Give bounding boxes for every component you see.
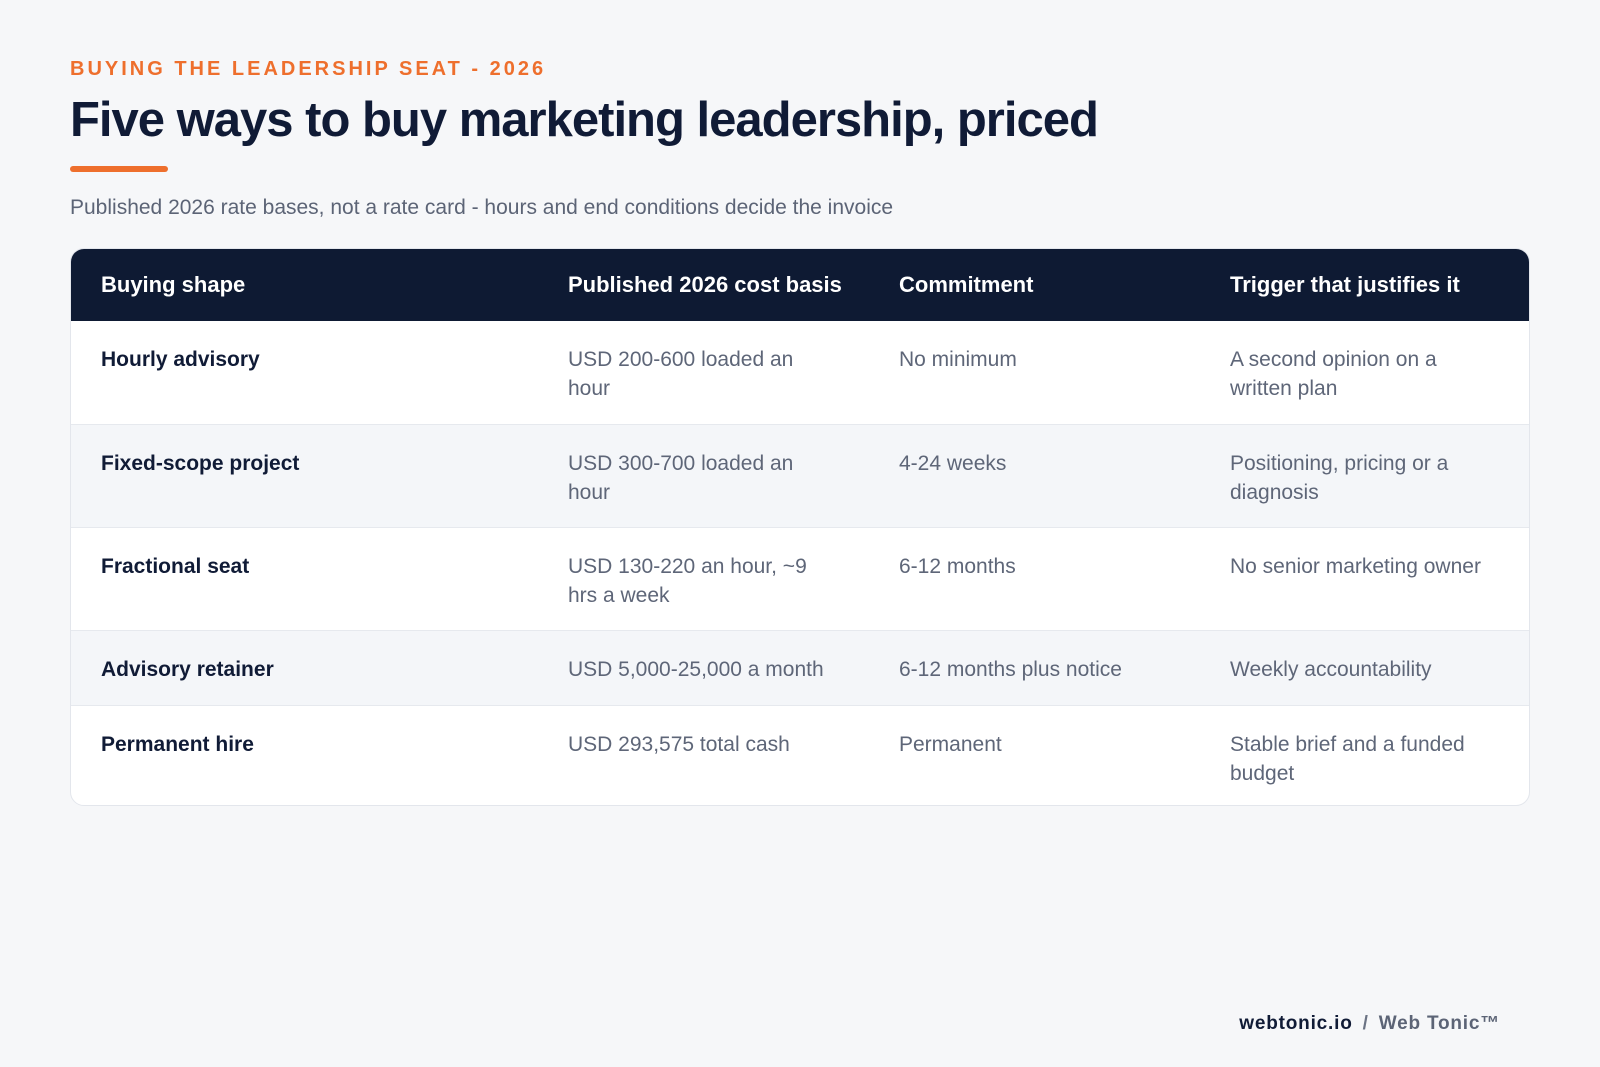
- pricing-table-card: Buying shape Published 2026 cost basis C…: [70, 248, 1530, 806]
- table-header-row: Buying shape Published 2026 cost basis C…: [71, 249, 1529, 321]
- column-header-buying-shape: Buying shape: [101, 272, 246, 297]
- page-title: Five ways to buy marketing leadership, p…: [70, 93, 1099, 147]
- cell-trigger: No senior marketing owner: [1230, 554, 1481, 578]
- cell-cost-basis: USD 5,000-25,000 a month: [568, 657, 824, 681]
- cell-buying-shape: Fractional seat: [101, 554, 250, 578]
- cell-trigger: A second opinion on a written plan: [1230, 348, 1437, 400]
- table-row: Fractional seat USD 130-220 an hour, ~9 …: [71, 527, 1529, 630]
- cell-commitment: No minimum: [899, 348, 1017, 371]
- page: BUYING THE LEADERSHIP SEAT - 2026 Five w…: [70, 0, 1530, 1067]
- cell-commitment: 6-12 months plus notice: [899, 657, 1122, 681]
- pricing-table: Buying shape Published 2026 cost basis C…: [71, 249, 1529, 805]
- footer-credit: webtonic.io / Web Tonic™: [1239, 1013, 1500, 1035]
- column-header-cost-basis: Published 2026 cost basis: [568, 272, 842, 297]
- cell-buying-shape: Permanent hire: [101, 732, 254, 756]
- footer-domain: webtonic.io: [1239, 1013, 1353, 1034]
- cell-commitment: 6-12 months: [899, 554, 1016, 578]
- table-row: Advisory retainer USD 5,000-25,000 a mon…: [71, 630, 1529, 705]
- cell-trigger: Positioning, pricing or a diagnosis: [1230, 451, 1449, 504]
- cell-cost-basis: USD 300-700 loaded an hour: [568, 451, 794, 504]
- cell-cost-basis: USD 293,575 total cash: [568, 732, 790, 756]
- column-header-trigger: Trigger that justifies it: [1230, 272, 1460, 297]
- cell-cost-basis: USD 130-220 an hour, ~9 hrs a week: [568, 554, 807, 607]
- page-subtitle: Published 2026 rate bases, not a rate ca…: [70, 196, 894, 219]
- table-row: Fixed-scope project USD 300-700 loaded a…: [71, 424, 1529, 527]
- column-header-commitment: Commitment: [899, 272, 1034, 297]
- cell-buying-shape: Advisory retainer: [101, 657, 274, 681]
- cell-buying-shape: Hourly advisory: [101, 348, 260, 371]
- table-row: Permanent hire USD 293,575 total cash Pe…: [71, 705, 1529, 805]
- cell-commitment: Permanent: [899, 732, 1002, 756]
- cell-trigger: Weekly accountability: [1230, 657, 1432, 681]
- cell-commitment: 4-24 weeks: [899, 451, 1007, 475]
- cell-buying-shape: Fixed-scope project: [101, 451, 300, 475]
- footer-brand: Web Tonic™: [1378, 1013, 1500, 1034]
- cell-trigger: Stable brief and a funded budget: [1230, 732, 1465, 785]
- footer-separator: /: [1362, 1013, 1369, 1034]
- title-accent-rule: [70, 166, 168, 172]
- eyebrow-label: BUYING THE LEADERSHIP SEAT - 2026: [70, 58, 547, 80]
- table-row: Hourly advisory USD 200-600 loaded an ho…: [71, 321, 1529, 424]
- cell-cost-basis: USD 200-600 loaded an hour: [568, 348, 794, 400]
